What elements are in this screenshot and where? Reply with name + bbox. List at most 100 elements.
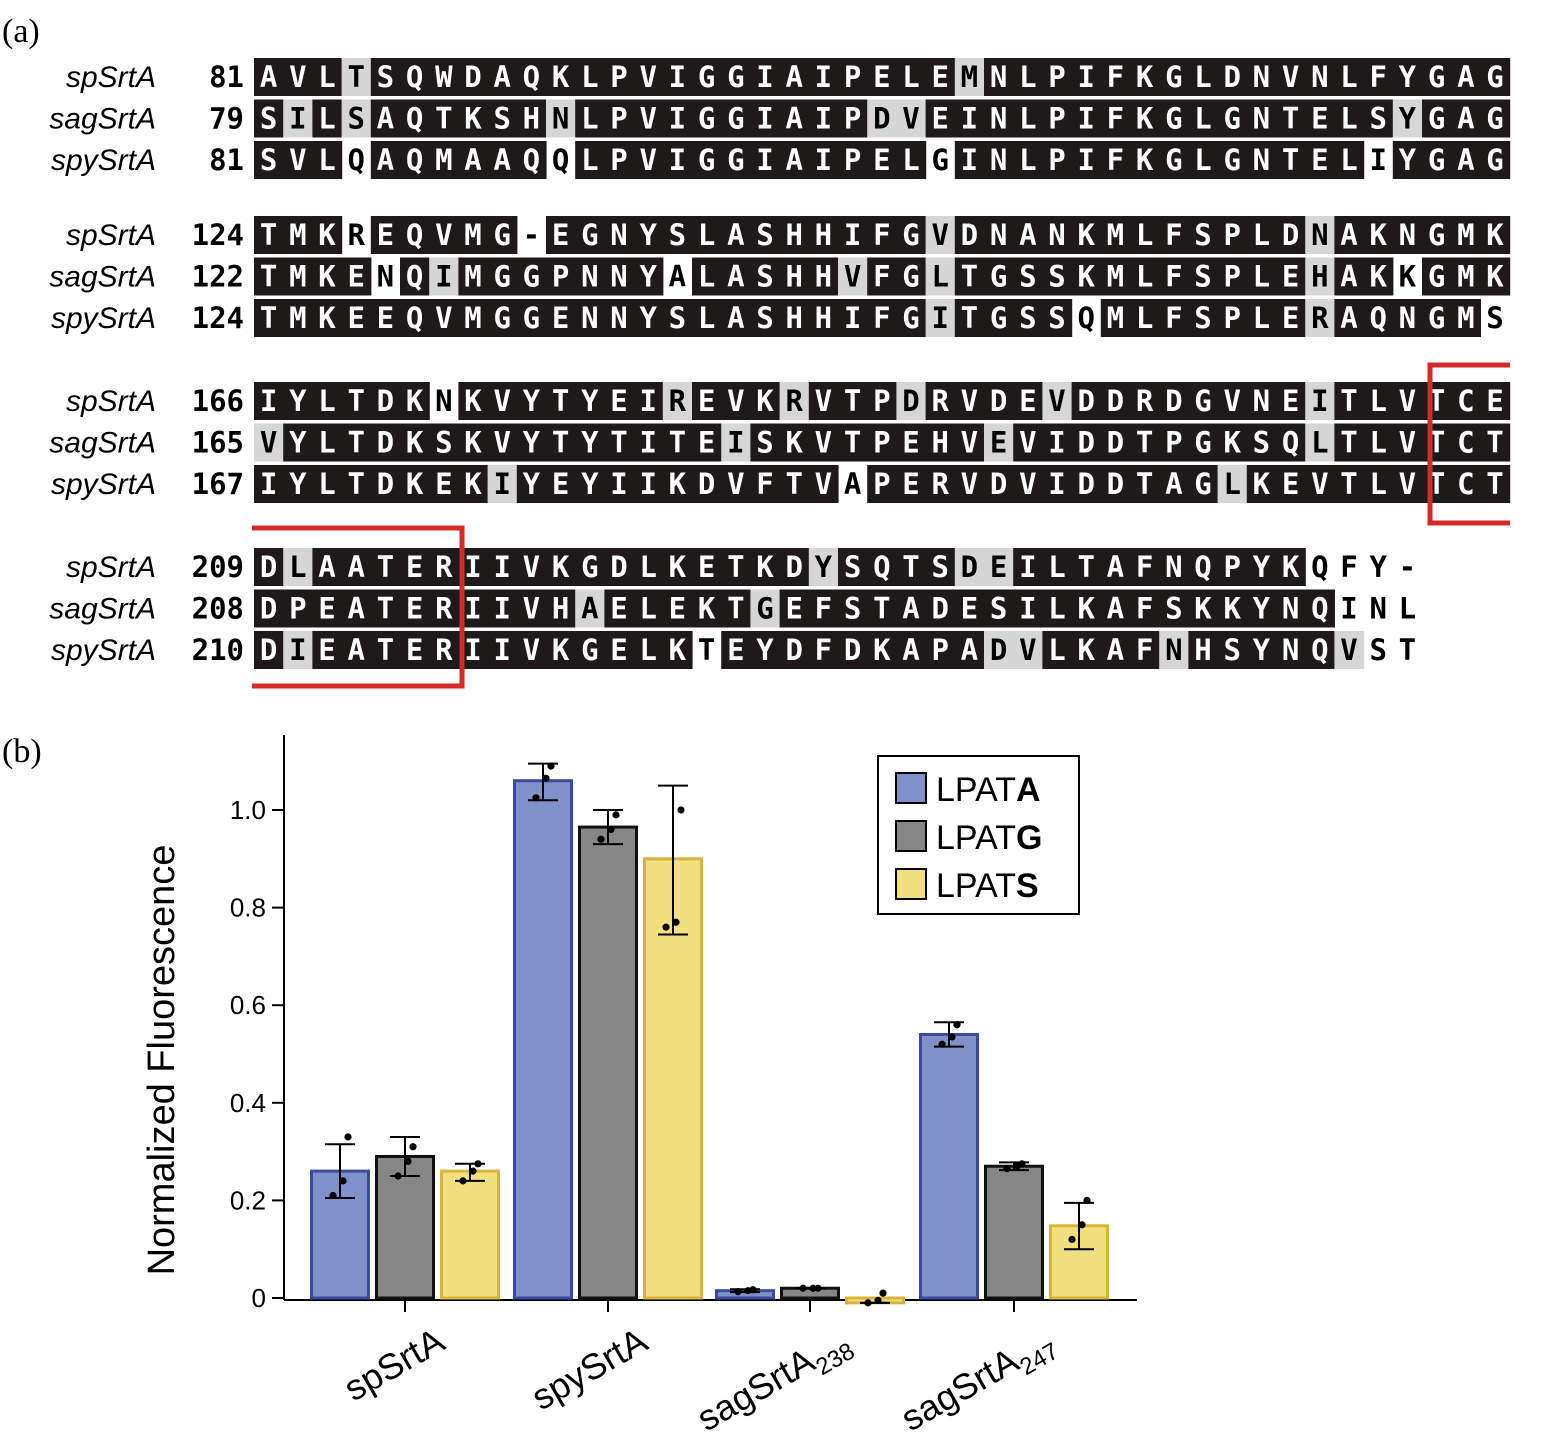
residue-letter: V — [1399, 426, 1416, 460]
residue-cell — [1188, 141, 1219, 179]
residue-cell — [516, 257, 547, 296]
residue-letter: D — [785, 633, 802, 667]
residue-cell — [692, 548, 722, 586]
residue-cell — [1217, 99, 1248, 138]
residue-letter: S — [1194, 218, 1211, 252]
residue-letter: D — [990, 384, 1007, 418]
residue-letter: G — [756, 592, 773, 626]
residue-letter: N — [990, 218, 1007, 252]
residue-letter: T — [1077, 550, 1094, 584]
residue-letter: H — [523, 102, 540, 136]
residue-letter: A — [1107, 633, 1124, 667]
residue-cell — [254, 382, 284, 420]
residue-cell — [400, 382, 430, 420]
panel-b-label: (b) — [2, 733, 42, 770]
residue-cell — [633, 141, 664, 179]
residue-letter: T — [873, 592, 890, 626]
residue-letter: L — [1369, 467, 1386, 501]
residue-cell — [1480, 465, 1511, 503]
residue-letter: R — [669, 384, 687, 418]
residue-cell — [867, 141, 897, 179]
residue-letter: T — [1486, 467, 1503, 501]
residue-letter: E — [931, 102, 948, 136]
residue-letter: Y — [523, 467, 541, 501]
residue-letter: E — [347, 260, 364, 294]
residue-letter: K — [464, 467, 482, 501]
residue-letter: T — [260, 218, 277, 252]
residue-letter: I — [1340, 592, 1357, 626]
residue-letter: K — [1136, 143, 1154, 177]
residue-cell — [1451, 465, 1481, 503]
residue-letter: D — [1165, 384, 1182, 418]
residue-letter: D — [990, 467, 1007, 501]
residue-letter: H — [785, 301, 802, 335]
residue-letter: E — [552, 218, 569, 252]
replicate-point — [809, 1284, 817, 1292]
residue-cell — [1042, 548, 1073, 586]
residue-letter: G — [1486, 143, 1503, 177]
residue-cell — [312, 216, 343, 254]
residue-letter: D — [1077, 384, 1094, 418]
residue-cell — [575, 423, 605, 462]
residue-cell — [546, 423, 576, 462]
residue-cell — [254, 423, 284, 462]
residue-letter: I — [1369, 143, 1386, 177]
residue-cell — [516, 548, 547, 586]
residue-cell — [954, 548, 985, 586]
residue-letter: D — [260, 633, 277, 667]
residue-cell — [516, 141, 547, 179]
residue-cell — [1305, 382, 1335, 420]
residue-cell — [692, 99, 722, 138]
residue-letter: T — [961, 260, 978, 294]
residue-letter: A — [1340, 218, 1357, 252]
residue-cell — [750, 631, 781, 669]
residue-letter: K — [1136, 60, 1154, 94]
residue-letter: L — [581, 60, 598, 94]
residue-letter: I — [289, 102, 306, 136]
residue-cell — [1363, 257, 1394, 296]
residue-cell — [1130, 257, 1160, 296]
residue-letter: D — [698, 467, 715, 501]
residue-letter: V — [1223, 384, 1240, 418]
residue-cell — [808, 141, 839, 179]
residue-letter: S — [1019, 260, 1036, 294]
residue-cell — [604, 141, 635, 179]
residue-cell — [1159, 99, 1189, 138]
residue-cell — [1130, 465, 1160, 503]
residue-letter: N — [1253, 102, 1270, 136]
residue-letter: T — [727, 592, 744, 626]
residue-letter: A — [727, 218, 744, 252]
seq-name: spSrtA — [66, 219, 156, 252]
residue-cell — [400, 465, 430, 503]
replicate-point — [1068, 1235, 1076, 1244]
residue-letter: N — [581, 301, 598, 335]
residue-cell — [429, 141, 459, 179]
residue-cell — [1013, 58, 1043, 96]
residue-letter: E — [669, 592, 686, 626]
replicate-point — [814, 1284, 822, 1292]
residue-cell — [925, 216, 956, 254]
residue-cell — [458, 465, 489, 503]
bar-chart: 0 0.2 0.4 0.6 0.8 1.0 Normalized Fluorescence s… — [141, 735, 1137, 1439]
residue-cell — [721, 589, 751, 628]
replicate-point — [542, 774, 550, 782]
seq-start-number: 81 — [209, 143, 244, 177]
residue-letter: L — [1340, 102, 1357, 136]
residue-cell — [896, 548, 927, 586]
residue-cell — [1159, 465, 1189, 503]
residue-cell — [984, 257, 1014, 296]
residue-cell — [516, 382, 547, 420]
residue-letter: I — [610, 467, 627, 501]
residue-cell — [283, 58, 313, 96]
residue-cell — [1246, 465, 1277, 503]
residue-letter: N — [581, 260, 598, 294]
residue-cell — [808, 465, 839, 503]
residue-letter: N — [435, 384, 452, 418]
residue-letter: K — [698, 592, 716, 626]
residue-letter: F — [1107, 60, 1124, 94]
residue-cell — [1159, 141, 1189, 179]
residue-cell — [312, 58, 343, 96]
residue-cell — [341, 423, 372, 462]
residue-letter: K — [318, 301, 336, 335]
